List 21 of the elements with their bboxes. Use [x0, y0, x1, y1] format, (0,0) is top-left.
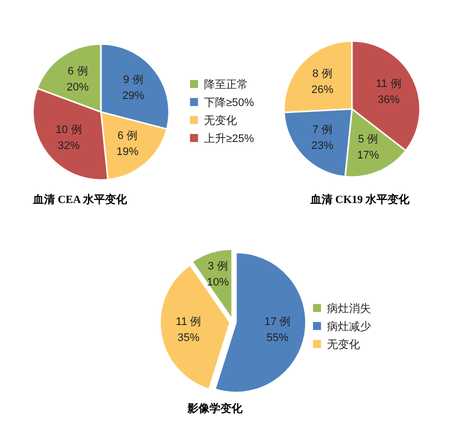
data-label: 6 例 20% — [66, 66, 89, 94]
data-label: 5 例 17% — [357, 133, 380, 162]
legend-label: 无变化 — [327, 338, 360, 351]
data-label: 9 例 29% — [122, 74, 144, 102]
data-label: 8 例 26% — [311, 68, 334, 96]
data-label: 10 例 32% — [56, 124, 82, 152]
text: 血清 CEA 水平变化 — [32, 193, 128, 206]
data-label: 7 例 23% — [311, 124, 334, 152]
legend-label: 下降≥50% — [204, 97, 254, 109]
data-label: 11 例 36% — [376, 78, 402, 106]
data-label: 11 例 35% — [176, 316, 202, 344]
text: 影像学变化 — [186, 402, 244, 415]
data-label: 17 例 55% — [264, 316, 291, 344]
data-label: 6 例 19% — [116, 130, 139, 158]
data-label: 3 例 10% — [206, 260, 230, 289]
legend-label: 上升≥25% — [204, 132, 254, 145]
legend-label: 病灶消失 — [327, 302, 371, 315]
legend-label: 病灶减少 — [327, 320, 371, 333]
legend-label: 无变化 — [204, 114, 237, 127]
text: 血清 CK19 水平变化 — [310, 193, 410, 206]
legend-label: 降至正常 — [204, 78, 248, 91]
